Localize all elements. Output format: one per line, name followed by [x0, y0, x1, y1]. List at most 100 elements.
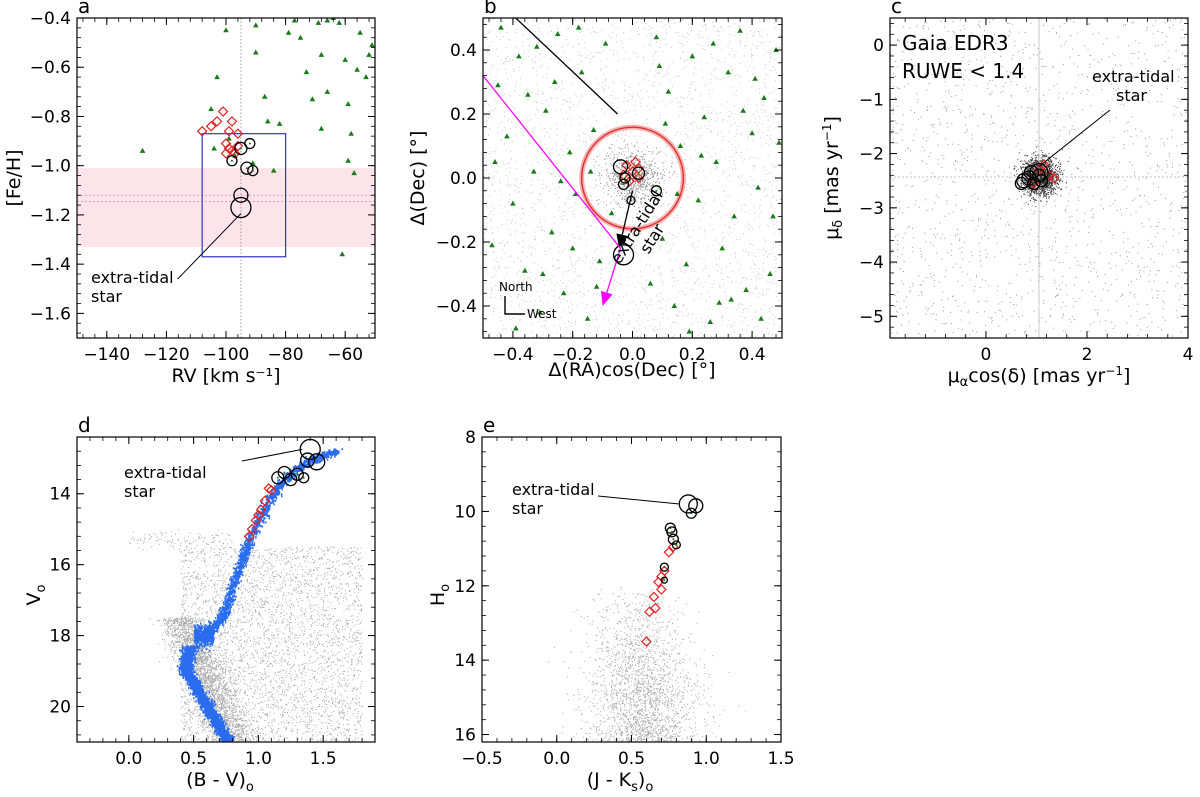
x-tick-label: 0.4: [739, 345, 766, 365]
panel-a-ylabel: [Fe/H]: [3, 149, 25, 206]
member-star-diamond: [1048, 172, 1060, 184]
field-star-triangle: [504, 133, 510, 139]
member-star-diamond: [1038, 159, 1050, 170]
member-star-diamond: [217, 106, 229, 117]
y-tick-label: −1.0: [30, 157, 71, 177]
field-star-triangle: [495, 82, 501, 88]
field-star-triangle: [707, 319, 714, 324]
x-tick-label: 1.5: [310, 749, 337, 769]
field-star-triangle: [662, 120, 669, 126]
field-star-triangle: [208, 106, 214, 112]
field-star-triangle: [683, 261, 690, 267]
panel-b-letter: b: [484, 0, 497, 18]
member-star-circle: [298, 472, 310, 484]
field-star-triangle: [755, 184, 761, 190]
field-star-triangle: [223, 27, 229, 33]
field-star-triangle: [345, 101, 351, 107]
field-star-triangle: [752, 75, 758, 81]
metallicity-band: [77, 168, 375, 247]
member-star-diamond: [253, 509, 264, 521]
field-star-triangle: [489, 242, 495, 248]
circle-center-dot: [1020, 182, 1023, 185]
field-star-triangle: [677, 143, 684, 148]
member-star-circle: [226, 155, 238, 167]
y-tick-label: −1: [859, 90, 884, 110]
field-star-triangle: [369, 42, 375, 48]
panel-a-annotation-line1: extra-tidal: [91, 268, 174, 287]
field-star-triangle: [516, 53, 522, 59]
field-star-triangle: [537, 309, 543, 315]
y-tick-label: −4: [859, 253, 884, 273]
field-star-triangle: [743, 287, 749, 292]
field-star-triangle: [276, 120, 283, 126]
field-star-triangle: [345, 157, 351, 163]
panel-d: 0.0 0.5 1.0 1.5 14 16 18 20 d (B - V)o Vo extra…: [23, 413, 376, 795]
member-star-diamond: [255, 504, 267, 516]
panel-e-xlabel: (J - Ks)o: [587, 769, 654, 795]
circle-center-dot: [675, 543, 678, 546]
field-star-triangle: [749, 130, 755, 136]
member-star-diamond: [648, 591, 660, 603]
field-star-triangle: [291, 18, 298, 23]
panel-c-note-line2: RUWE < 1.4: [902, 59, 1024, 83]
field-star-triangle: [318, 125, 325, 131]
panel-c-annotation-line1: extra-tidal: [1092, 67, 1175, 86]
circle-center-dot: [245, 167, 248, 170]
y-tick-label: −0.4: [436, 297, 477, 317]
field-star-triangle: [719, 245, 725, 251]
selection-box: [201, 133, 287, 258]
field-star-triangle: [492, 159, 498, 164]
panel-c-letter: c: [891, 0, 902, 18]
x-tick-label: 1.0: [693, 749, 720, 769]
field-star-triangle: [513, 325, 519, 331]
field-star-triangle: [554, 31, 561, 36]
circle-center-dot: [663, 579, 666, 582]
field-star-triangle: [701, 114, 708, 120]
member-star-diamond: [243, 530, 255, 542]
field-star-triangle: [653, 34, 660, 40]
y-tick-label: 0.4: [450, 41, 477, 61]
y-tick-label: 18: [49, 627, 71, 647]
field-star-triangle: [309, 96, 316, 102]
field-star-triangle: [339, 251, 346, 257]
panel-a-letter: a: [78, 0, 90, 18]
circle-center-dot: [239, 147, 242, 150]
x-tick-label: −60: [327, 345, 363, 365]
x-tick-label: 0: [981, 345, 992, 365]
field-star-triangle: [713, 159, 720, 164]
y-tick-label: 0.0: [450, 169, 477, 189]
member-star-circle: [308, 453, 326, 471]
x-tick-label: 1.0: [245, 749, 272, 769]
panel-e-letter: e: [483, 413, 495, 437]
panel-e-annotation-line2: star: [512, 499, 543, 518]
circle-center-dot: [672, 538, 675, 541]
field-star-triangle: [315, 19, 322, 25]
member-star-diamond: [229, 148, 241, 159]
circle-center-dot: [670, 530, 673, 533]
y-tick-label: 20: [49, 698, 71, 718]
annotation-pointer: [241, 448, 303, 462]
panel-d-annotation-line1: extra-tidal: [124, 463, 207, 482]
circle-center-dot: [1032, 182, 1035, 185]
member-star-circle: [290, 467, 304, 481]
field-star-triangle: [698, 152, 705, 158]
y-tick-label: 10: [454, 502, 476, 522]
circle-center-dot: [289, 478, 292, 481]
field-star-triangle: [578, 69, 585, 75]
member-star-diamond: [265, 484, 277, 496]
field-star-triangle: [557, 178, 564, 184]
field-star-triangle: [336, 19, 343, 25]
member-star-diamond: [1043, 169, 1055, 181]
x-tick-label: −80: [268, 345, 304, 365]
field-star-triangle: [366, 51, 372, 57]
field-star-triangle: [551, 79, 558, 84]
member-star-circle: [666, 526, 678, 538]
field-star-triangle: [674, 191, 681, 196]
member-star-circle: [631, 166, 646, 180]
field-star-triangle: [776, 139, 782, 145]
member-star-circle: [619, 172, 631, 184]
member-star-diamond: [232, 140, 244, 152]
x-tick-label: −140: [83, 345, 130, 365]
member-star-circle: [660, 576, 669, 584]
x-tick-label: −100: [203, 345, 250, 365]
